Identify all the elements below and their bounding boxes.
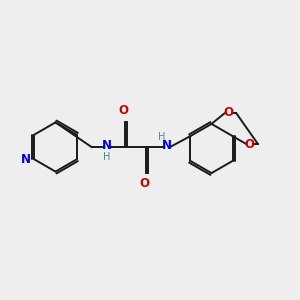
- Text: N: N: [21, 153, 31, 166]
- Text: O: O: [118, 104, 128, 117]
- Text: H: H: [103, 152, 111, 162]
- Text: O: O: [139, 177, 149, 190]
- Text: N: N: [161, 139, 172, 152]
- Text: H: H: [158, 132, 166, 142]
- Text: N: N: [101, 139, 112, 152]
- Text: O: O: [223, 106, 233, 119]
- Text: O: O: [244, 138, 254, 151]
